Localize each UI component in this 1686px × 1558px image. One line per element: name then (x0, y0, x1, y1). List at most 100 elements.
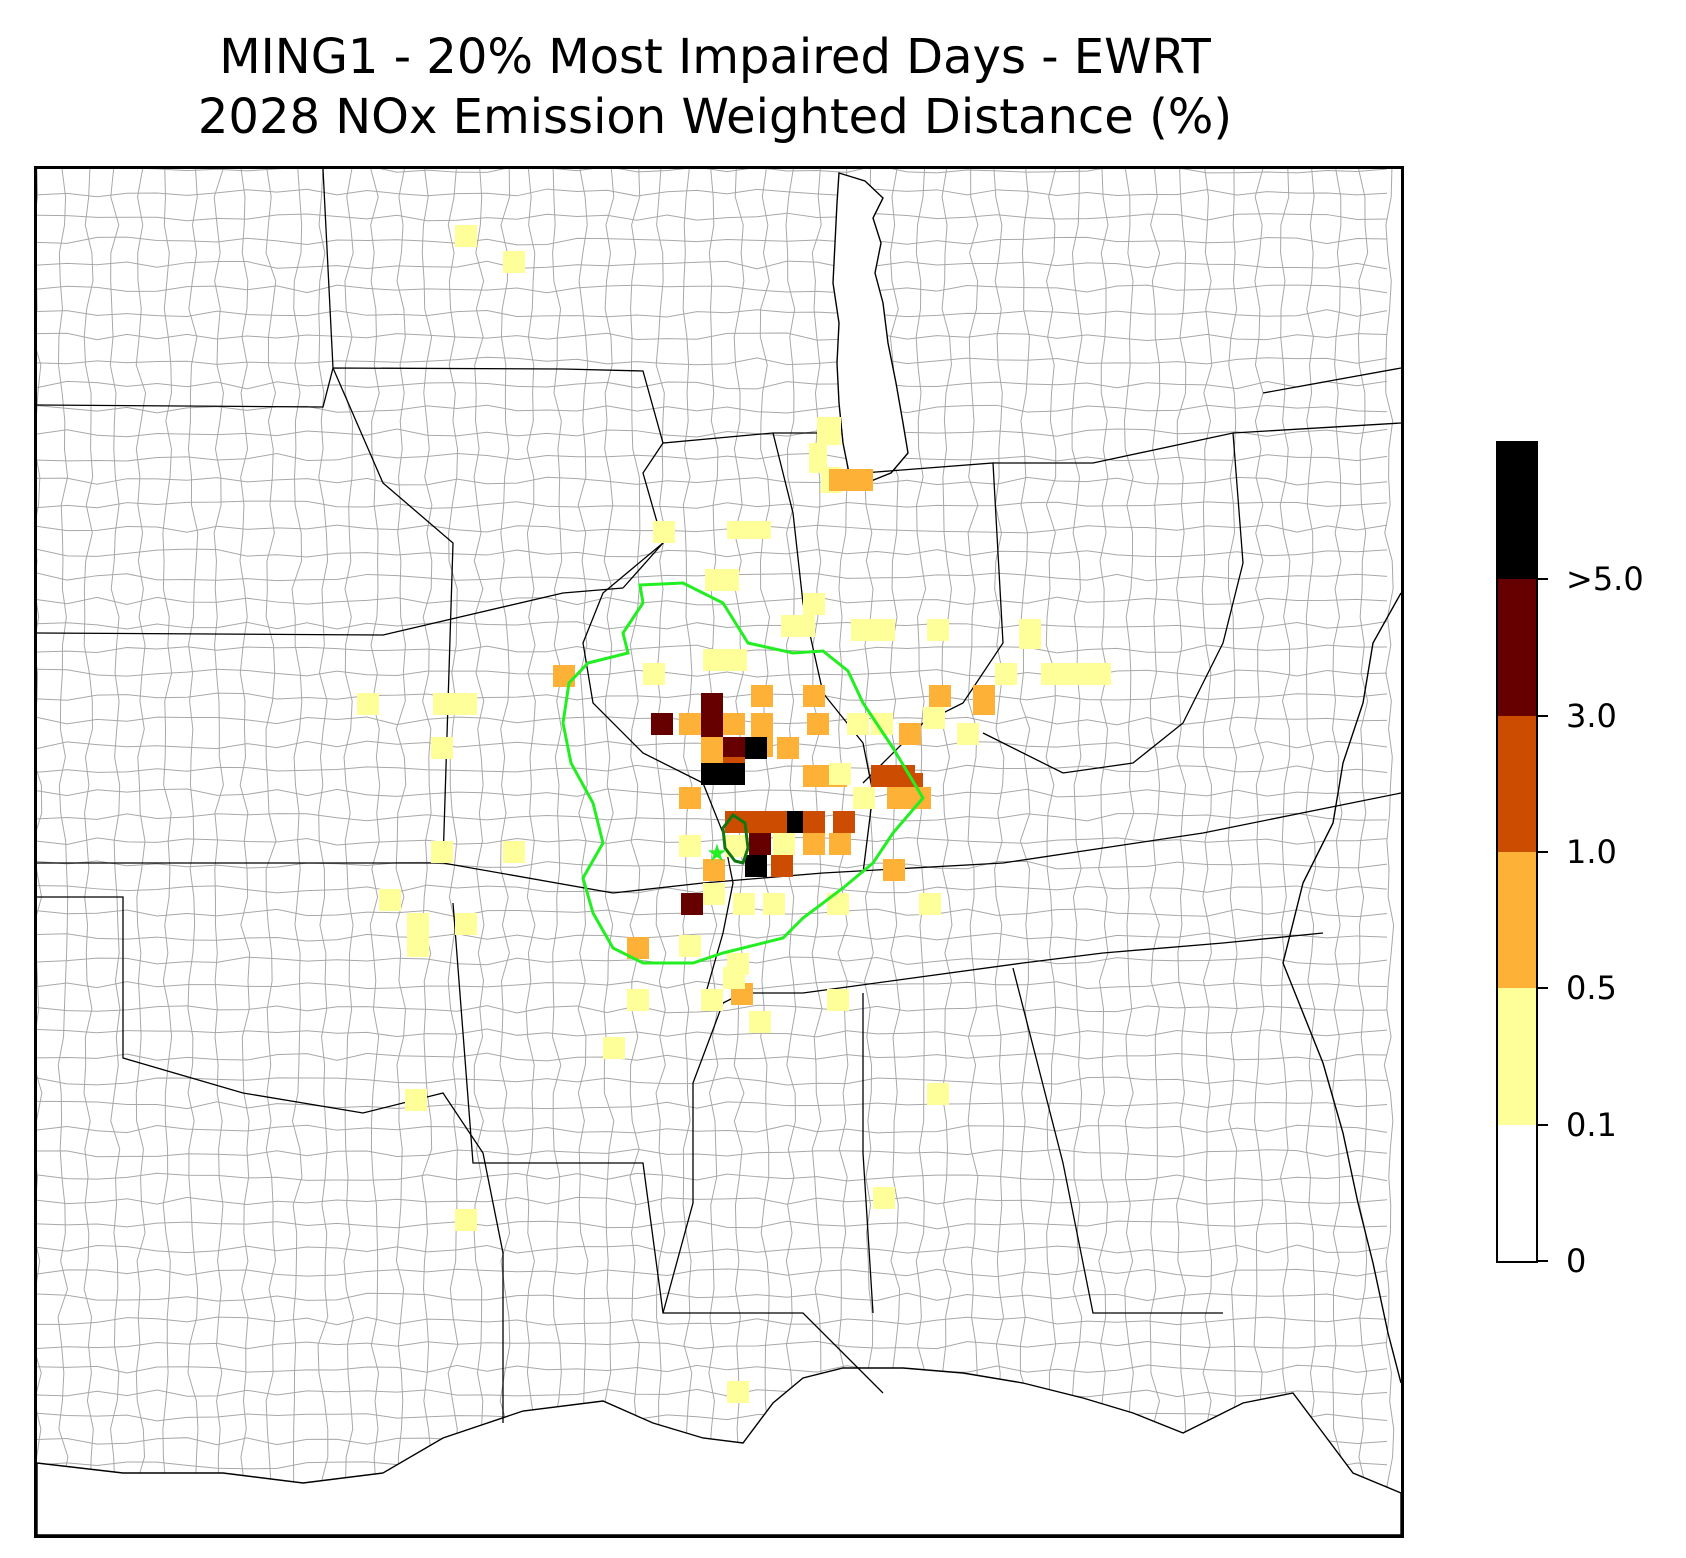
grid-cell (727, 1381, 749, 1403)
grid-cell (553, 665, 575, 687)
colorbar-bin (1498, 1124, 1536, 1261)
grid-cell (455, 1209, 477, 1231)
colorbar-tick (1538, 851, 1548, 853)
grid-cell (703, 883, 725, 905)
grid-cell (723, 737, 745, 759)
colorbar-tick (1538, 1260, 1548, 1262)
grid-cell (853, 787, 875, 809)
grid-cell (803, 811, 825, 833)
grid-cell (703, 649, 747, 671)
colorbar-tick-label: 3.0 (1566, 696, 1617, 735)
grid-cell (809, 443, 827, 473)
grid-cell (873, 1187, 895, 1209)
star-icon: ★ (706, 839, 728, 867)
colorbar-tick-label: 0.5 (1566, 969, 1617, 1008)
colorbar-tick-label: 0 (1566, 1242, 1587, 1280)
emission-grid-cells (357, 225, 1111, 1403)
grid-cell (827, 989, 849, 1011)
grid-cell (777, 737, 799, 759)
grid-cell (995, 663, 1017, 685)
grid-cell (679, 835, 701, 857)
grid-cell (681, 893, 703, 915)
grid-cell (653, 521, 675, 543)
grid-cell (929, 685, 951, 707)
grid-cell (773, 833, 795, 855)
grid-cell (433, 693, 477, 715)
grid-cell (679, 935, 701, 957)
grid-cell (1019, 619, 1041, 649)
grid-cell (871, 713, 893, 735)
grid-cell (883, 859, 905, 881)
grid-cell (771, 855, 793, 877)
grid-cell (927, 619, 949, 641)
grid-cell (803, 593, 825, 615)
grid-cell (749, 1011, 771, 1033)
colorbar-tick (1538, 987, 1548, 990)
grid-cell (957, 723, 979, 745)
grid-cell (899, 723, 921, 745)
grid-cell (817, 417, 841, 445)
grid-cell (705, 569, 739, 591)
state-boundaries (37, 169, 1401, 1423)
grid-cell (407, 935, 429, 957)
grid-cell (455, 913, 477, 935)
grid-cell (973, 685, 995, 715)
grid-cell (357, 693, 379, 715)
map-panel: ★ (34, 166, 1404, 1538)
grid-cell (733, 893, 755, 915)
grid-cell (767, 811, 789, 833)
inner-contour-line (721, 812, 750, 865)
grid-cell (405, 1089, 427, 1111)
grid-cell (749, 833, 771, 855)
map-canvas: ★ (37, 169, 1401, 1535)
outer-contour-line (561, 581, 925, 965)
grid-cell (627, 937, 649, 959)
grid-cell (725, 835, 747, 857)
grid-cell (431, 841, 453, 863)
colorbar-tick (1538, 714, 1548, 717)
colorbar (1496, 441, 1538, 1263)
grid-cell (829, 833, 851, 855)
grid-cell (503, 251, 525, 273)
grid-cell (803, 685, 825, 707)
grid-cell (679, 713, 701, 735)
grid-cell (827, 893, 849, 915)
colorbar-bin (1498, 988, 1536, 1125)
grid-cell (763, 893, 785, 915)
colorbar-bin (1498, 852, 1536, 989)
grid-cell (679, 787, 701, 809)
grid-cell (603, 1037, 625, 1059)
grid-cell (745, 737, 767, 759)
colorbar-tick-label: >5.0 (1566, 560, 1644, 599)
lake-michigan (832, 172, 909, 482)
grid-cell (455, 225, 477, 247)
chart-title-line1: MING1 - 20% Most Impaired Days - EWRT (219, 29, 1211, 85)
grid-cell (927, 1083, 949, 1105)
grid-cell (847, 713, 869, 735)
grid-cell (703, 859, 725, 881)
grid-cell (829, 763, 851, 785)
colorbar-tick (1538, 1123, 1548, 1126)
grid-cell (503, 841, 525, 863)
colorbar-tick-label: 1.0 (1566, 833, 1617, 871)
grid-cell (723, 713, 745, 735)
grid-cell (751, 685, 773, 707)
grid-cell (643, 663, 665, 685)
chart-title-line2: 2028 NOx Emission Weighted Distance (%) (197, 89, 1233, 145)
grid-cell (919, 893, 941, 915)
grid-cell (701, 763, 723, 785)
grid-cell (745, 855, 767, 877)
grid-cell (829, 469, 873, 491)
gulf-of-mexico (37, 1367, 1401, 1535)
grid-cell (701, 989, 723, 1011)
colorbar-bin (1498, 715, 1536, 852)
grid-cell (407, 913, 429, 935)
grid-cell (723, 967, 745, 989)
grid-cell (833, 811, 855, 833)
colorbar-bin (1498, 443, 1536, 580)
colorbar-tick (1538, 578, 1548, 581)
grid-cell (807, 713, 829, 735)
grid-cell (651, 713, 673, 735)
grid-cell (923, 707, 945, 729)
grid-cell (379, 889, 401, 911)
